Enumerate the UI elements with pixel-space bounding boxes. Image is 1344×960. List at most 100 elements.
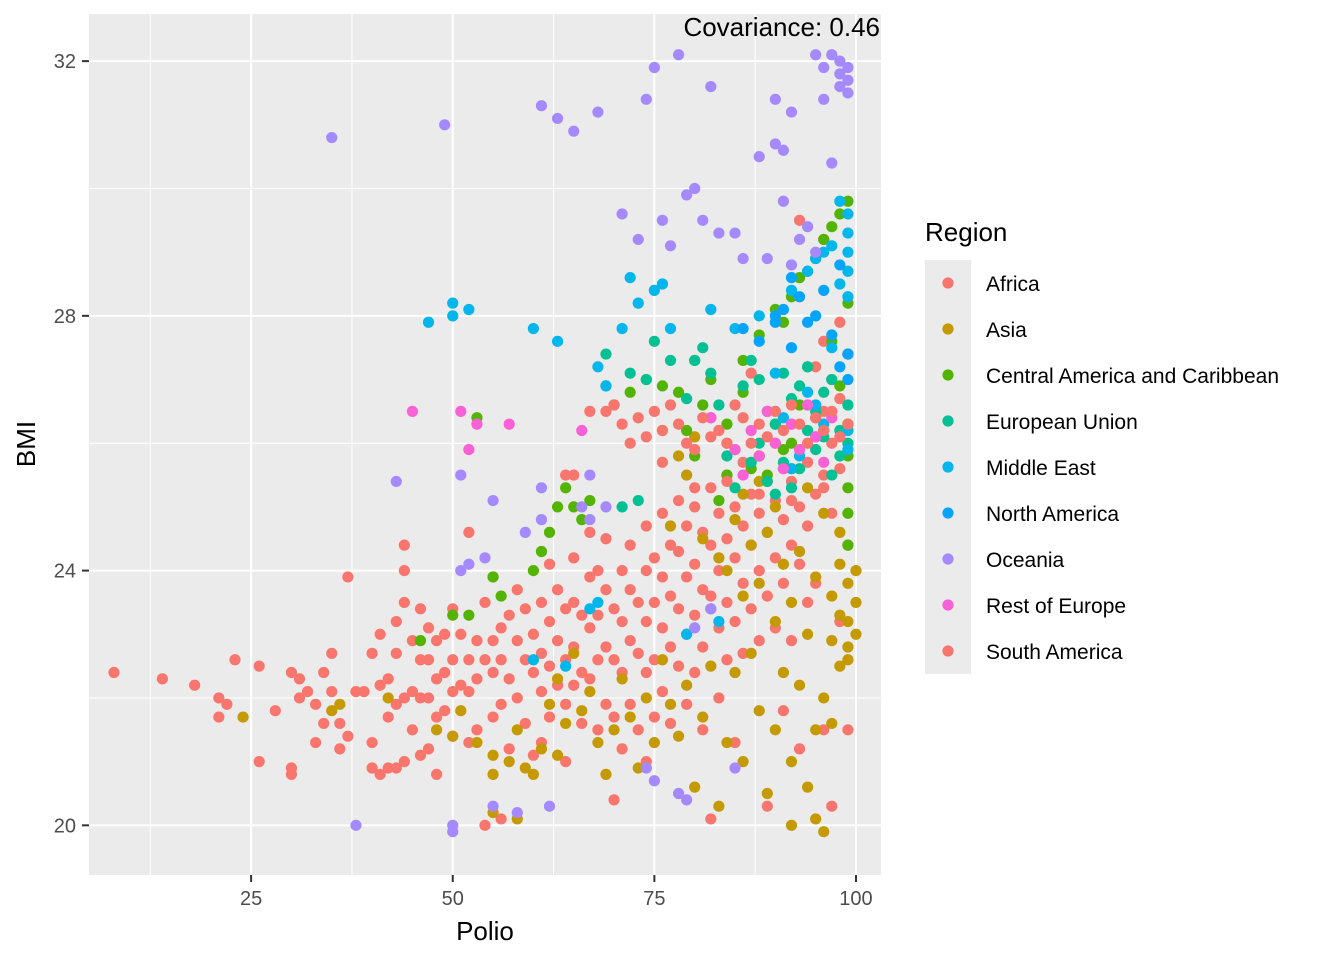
data-point (777, 443, 790, 456)
data-point (414, 749, 427, 761)
data-point (390, 475, 402, 488)
legend-title: Region (925, 217, 1007, 247)
data-point (608, 794, 620, 806)
legend-items: Africa Asia Central America and Caribbean E… (942, 273, 1279, 664)
data-point (818, 826, 830, 838)
data-point (535, 743, 548, 755)
data-point (350, 685, 362, 698)
data-point (769, 138, 781, 150)
data-point (640, 666, 652, 679)
data-point (326, 685, 338, 698)
data-point (463, 443, 475, 456)
data-point (439, 705, 451, 717)
data-point (406, 685, 419, 698)
data-point (729, 666, 741, 679)
data-point (793, 380, 806, 392)
data-point (834, 195, 846, 207)
data-point (463, 736, 475, 749)
data-point (551, 635, 564, 647)
data-point (632, 233, 644, 246)
data-point (681, 794, 693, 806)
data-point (681, 189, 693, 201)
data-point (616, 743, 628, 755)
data-point (761, 800, 773, 812)
data-point (350, 819, 362, 831)
data-point (366, 736, 378, 749)
data-point (689, 482, 701, 494)
data-point (414, 635, 427, 647)
data-point (842, 577, 854, 589)
data-point (818, 233, 830, 246)
data-point (406, 724, 419, 736)
data-point (785, 259, 798, 271)
data-point (479, 654, 491, 666)
data-point (576, 705, 588, 717)
data-point (431, 768, 443, 780)
data-point (600, 533, 612, 545)
data-point (495, 698, 507, 710)
data-point (624, 584, 636, 596)
data-point (834, 393, 846, 405)
data-point (398, 596, 410, 609)
data-point (785, 342, 798, 354)
data-point (818, 456, 830, 468)
data-point (616, 208, 628, 220)
data-point (818, 482, 830, 494)
data-point (568, 552, 580, 564)
data-point (471, 635, 483, 647)
data-point (850, 596, 862, 609)
data-point (576, 501, 588, 513)
data-point (785, 635, 798, 647)
data-point (285, 768, 298, 780)
data-point (285, 666, 298, 679)
data-point (326, 647, 338, 659)
data-point (721, 596, 733, 609)
data-point (737, 456, 749, 468)
data-point (318, 666, 330, 679)
data-point (608, 724, 620, 736)
data-point (592, 361, 604, 373)
y-axis-title: BMI (11, 421, 41, 467)
data-point (826, 507, 838, 519)
data-point (777, 303, 790, 316)
data-point (640, 431, 652, 443)
data-point (568, 679, 580, 691)
data-point (826, 717, 838, 730)
data-point (487, 494, 499, 507)
data-point (600, 641, 612, 653)
data-point (826, 157, 838, 169)
data-point (810, 431, 822, 443)
data-point (221, 698, 233, 710)
data-point (568, 647, 580, 659)
data-point (656, 380, 669, 392)
data-point (842, 246, 854, 258)
x-tick-label: 75 (643, 888, 665, 910)
data-point (632, 762, 644, 774)
data-point (802, 456, 814, 468)
data-point (818, 469, 830, 481)
data-point (697, 399, 709, 411)
data-point (689, 781, 701, 793)
data-point (455, 564, 467, 577)
data-point (842, 507, 854, 519)
data-point (648, 654, 660, 666)
data-point (761, 431, 773, 443)
data-point (721, 533, 733, 545)
data-point (818, 284, 830, 296)
data-point (568, 125, 580, 137)
data-point (834, 259, 846, 271)
data-point (600, 501, 612, 513)
data-point (793, 679, 806, 691)
data-point (737, 577, 749, 589)
data-point (834, 316, 846, 328)
data-point (447, 730, 459, 742)
data-point (406, 405, 419, 417)
data-point (519, 762, 531, 774)
data-point (237, 711, 249, 723)
data-point (842, 418, 854, 430)
data-point (850, 628, 862, 640)
data-point (495, 654, 507, 666)
data-point (648, 335, 660, 347)
data-point (729, 514, 741, 526)
data-point (842, 539, 854, 551)
